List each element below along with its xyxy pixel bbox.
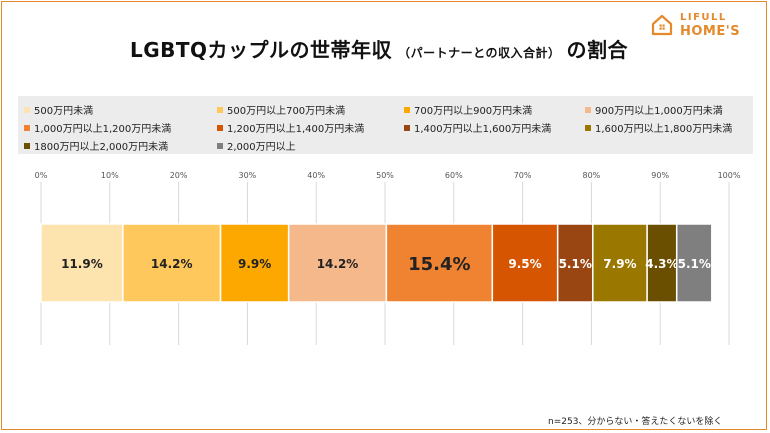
bar-segment (646, 223, 678, 303)
legend-item: 700万円以上900万円未満 (404, 102, 532, 117)
x-tick-label: 0% (35, 171, 48, 180)
legend-label: 1,600万円以上1,800万円未満 (595, 124, 733, 135)
data-label: 5.1% (678, 257, 711, 271)
legend-item: 900万円以上1,000万円未満 (585, 102, 723, 117)
legend-label: 500万円以上700万円未満 (227, 106, 346, 117)
legend-label: 1,400万円以上1,600万円未満 (414, 124, 552, 135)
legend-item: 1,000万円以上1,200万円未満 (24, 120, 171, 135)
page-title: LGBTQカップルの世帯年収 （パートナーとの収入合計） の割合 (130, 34, 628, 63)
legend-label: 500万円未満 (34, 106, 94, 117)
x-tick-label: 100% (718, 171, 741, 180)
legend-label: 1,200万円以上1,400万円未満 (227, 124, 365, 135)
bar-segment (122, 223, 222, 303)
x-tick-label: 10% (101, 171, 119, 180)
footnote: n=253、分からない・答えたくないを除く (548, 417, 723, 427)
legend-swatch (24, 124, 30, 131)
legend-swatch (24, 106, 30, 113)
data-label: 11.9% (61, 257, 103, 271)
legend-label: 900万円以上1,000万円未満 (595, 106, 723, 117)
legend-swatch (24, 142, 30, 149)
title-main: LGBTQカップルの世帯年収 (130, 38, 393, 62)
data-label: 14.2% (317, 257, 359, 271)
title-sub: （パートナーとの収入合計） (398, 46, 561, 60)
x-tick-label: 60% (445, 171, 463, 180)
legend-swatch (404, 106, 410, 113)
bar-segment (385, 223, 494, 303)
legend-swatch (585, 106, 591, 113)
bar-segment (491, 223, 559, 303)
legend-swatch (217, 124, 223, 131)
legend-label: 1800万円以上2,000万円未満 (34, 142, 169, 153)
legend-item: 1,200万円以上1,400万円未満 (217, 120, 364, 135)
legend-item: 1800万円以上2,000万円未満 (24, 138, 168, 153)
house-icon (651, 14, 673, 36)
data-label: 7.9% (603, 257, 636, 271)
legend-item: 1,600万円以上1,800万円未満 (585, 120, 732, 135)
x-tick-label: 90% (651, 171, 669, 180)
legend-label: 2,000万円以上 (227, 142, 296, 153)
data-label: 5.1% (559, 257, 592, 271)
data-label: 9.9% (238, 257, 271, 271)
legend-label: 1,000万円以上1,200万円未満 (34, 124, 172, 135)
legend-label: 700万円以上900万円未満 (414, 106, 533, 117)
x-tick-label: 40% (307, 171, 325, 180)
bar-segment (675, 223, 713, 303)
lifull-homes-logo: LIFULL HOME'S (650, 11, 765, 41)
legend-swatch (404, 124, 410, 131)
data-label: 4.3% (645, 257, 678, 271)
bar-segment (556, 223, 594, 303)
x-tick-label: 50% (376, 171, 394, 180)
x-tick-label: 80% (583, 171, 601, 180)
title-end: の割合 (566, 38, 628, 62)
logo-line1: LIFULL (680, 12, 727, 23)
x-tick-label: 30% (239, 171, 257, 180)
data-label: 9.5% (508, 257, 541, 271)
bar-segment (592, 223, 648, 303)
data-label: 14.2% (151, 257, 193, 271)
x-tick-label: 20% (170, 171, 188, 180)
legend-item: 500万円未満 (24, 102, 93, 117)
x-tick-label: 70% (514, 171, 532, 180)
legend-swatch (217, 106, 223, 113)
legend-item: 2,000万円以上 (217, 138, 296, 153)
bar-segment (40, 223, 124, 303)
legend-swatch (585, 124, 591, 131)
data-label: 15.4% (408, 254, 470, 275)
chart-legend: 500万円未満 500万円以上700万円未満 700万円以上900万円未満 900万円… (18, 96, 753, 154)
bar-segment (219, 223, 290, 303)
legend-item: 1,400万円以上1,600万円未満 (404, 120, 551, 135)
logo-line2: HOME'S (680, 24, 741, 39)
legend-swatch (217, 142, 223, 149)
legend-item: 500万円以上700万円未満 (217, 102, 345, 117)
